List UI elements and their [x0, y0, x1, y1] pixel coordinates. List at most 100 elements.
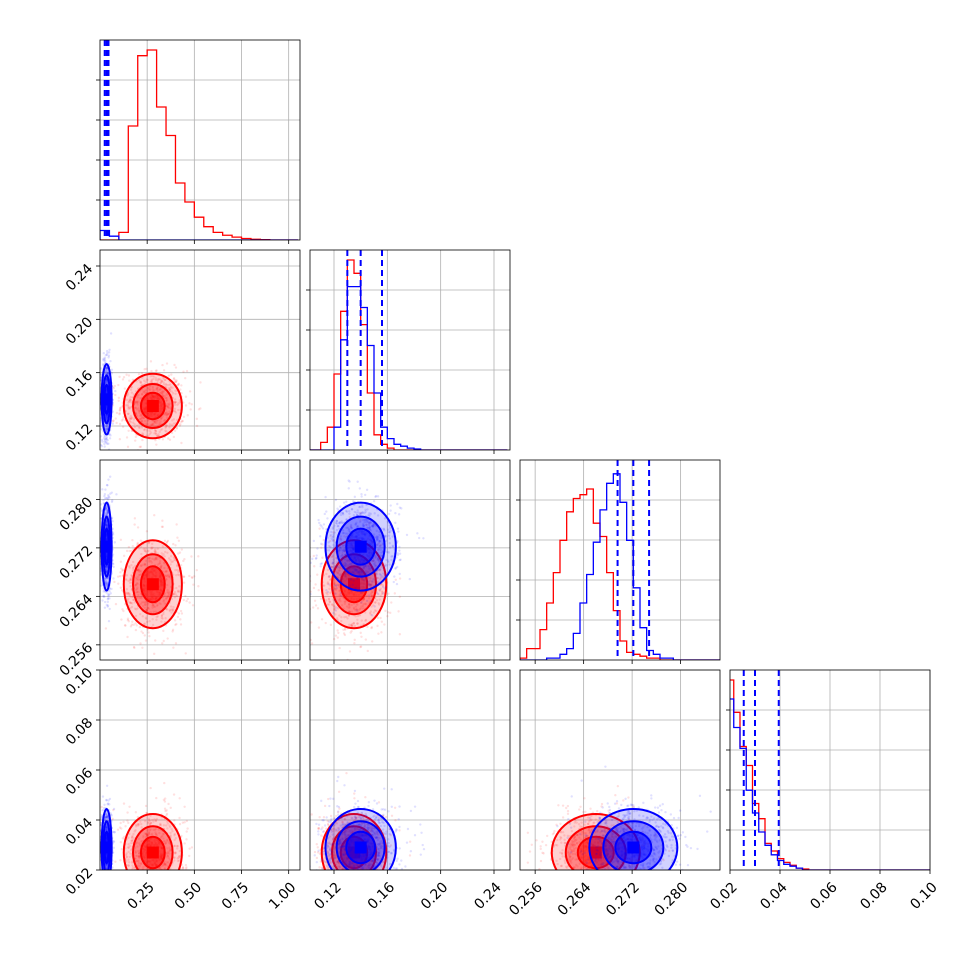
sample-point [113, 541, 117, 544]
sample-point [331, 555, 334, 558]
sample-point [355, 607, 358, 611]
sample-point [331, 535, 334, 539]
sample-point [130, 596, 133, 599]
sample-point [170, 423, 174, 427]
sample-point [173, 400, 177, 404]
sample-point [388, 526, 392, 530]
sample-point [117, 396, 121, 400]
sample-point [175, 874, 177, 876]
sample-point [129, 579, 132, 582]
sample-point [153, 432, 156, 435]
sample-point [183, 842, 186, 845]
sample-point [127, 597, 130, 601]
sample-point [348, 510, 351, 513]
sample-point [144, 804, 148, 808]
ticks [333, 660, 495, 664]
sample-point [143, 562, 147, 566]
sample-point [150, 542, 154, 546]
density-peak [146, 400, 159, 412]
sample-point [136, 586, 139, 589]
sample-point [390, 558, 393, 562]
sample-point [140, 372, 144, 375]
sample-point [151, 386, 155, 390]
sample-point [376, 538, 379, 541]
sample-point [122, 877, 124, 879]
sample-point [159, 418, 163, 421]
sample-point [174, 389, 177, 392]
sample-point [380, 631, 383, 634]
sample-point [126, 618, 130, 622]
sample-point [154, 558, 157, 561]
sample-point [134, 614, 138, 618]
sample-point [146, 867, 149, 870]
sample-point [394, 566, 397, 570]
sample-point [140, 383, 144, 387]
sample-point [355, 513, 359, 517]
sample-point [367, 521, 371, 525]
sample-point [338, 597, 342, 600]
sample-point [162, 824, 166, 827]
sample-point [383, 564, 387, 568]
sample-point [341, 544, 345, 548]
sample-point [331, 539, 335, 543]
sample-point [343, 564, 346, 567]
sample-point [356, 525, 359, 528]
sample-point [326, 568, 330, 572]
sample-point [365, 520, 368, 524]
sample-point [174, 544, 177, 547]
sample-point [164, 426, 167, 429]
sample-point [105, 603, 109, 607]
sample-point [165, 362, 169, 365]
sample-point [331, 603, 334, 607]
sample-point [139, 381, 143, 385]
sample-point [163, 539, 167, 543]
sample-point [387, 592, 390, 595]
sample-point [107, 354, 111, 357]
sample-point [378, 603, 381, 606]
sample-point [147, 817, 151, 820]
sample-point [155, 796, 158, 800]
sample-point [165, 540, 169, 544]
sample-point [103, 358, 107, 361]
sample-point [172, 844, 176, 848]
sample-point [170, 827, 173, 831]
sample-point [140, 875, 142, 877]
sample-point [135, 860, 138, 863]
sample-point [364, 638, 368, 641]
sample-point [174, 400, 178, 404]
sample-point [166, 594, 169, 598]
sample-point [130, 417, 133, 420]
panel-content [100, 475, 200, 656]
sample-point [161, 545, 165, 548]
sample-point [105, 435, 108, 439]
sample-point [144, 832, 148, 835]
sample-point [343, 558, 347, 561]
sample-point [106, 510, 109, 514]
sample-point [138, 625, 142, 629]
sample-point [102, 595, 105, 598]
sample-point [127, 836, 130, 840]
sample-point [185, 599, 188, 603]
sample-point [391, 545, 395, 548]
sample-point [111, 817, 114, 821]
sample-point [105, 440, 108, 443]
sample-point [171, 628, 175, 632]
sample-point [163, 594, 166, 598]
sample-point [354, 615, 357, 618]
sample-point [105, 417, 109, 420]
sample-point [333, 609, 336, 612]
sample-point [107, 495, 111, 498]
sample-point [106, 592, 109, 595]
sample-point [105, 569, 108, 572]
sample-point [180, 834, 183, 838]
sample-point [154, 557, 157, 560]
sample-point [363, 493, 367, 497]
sample-point [304, 603, 306, 605]
sample-point [145, 833, 149, 837]
sample-point [162, 888, 164, 890]
sample-point [103, 577, 107, 580]
sample-point [162, 390, 165, 393]
sample-point [160, 614, 164, 617]
sample-point [103, 497, 107, 500]
sample-point [172, 646, 175, 649]
